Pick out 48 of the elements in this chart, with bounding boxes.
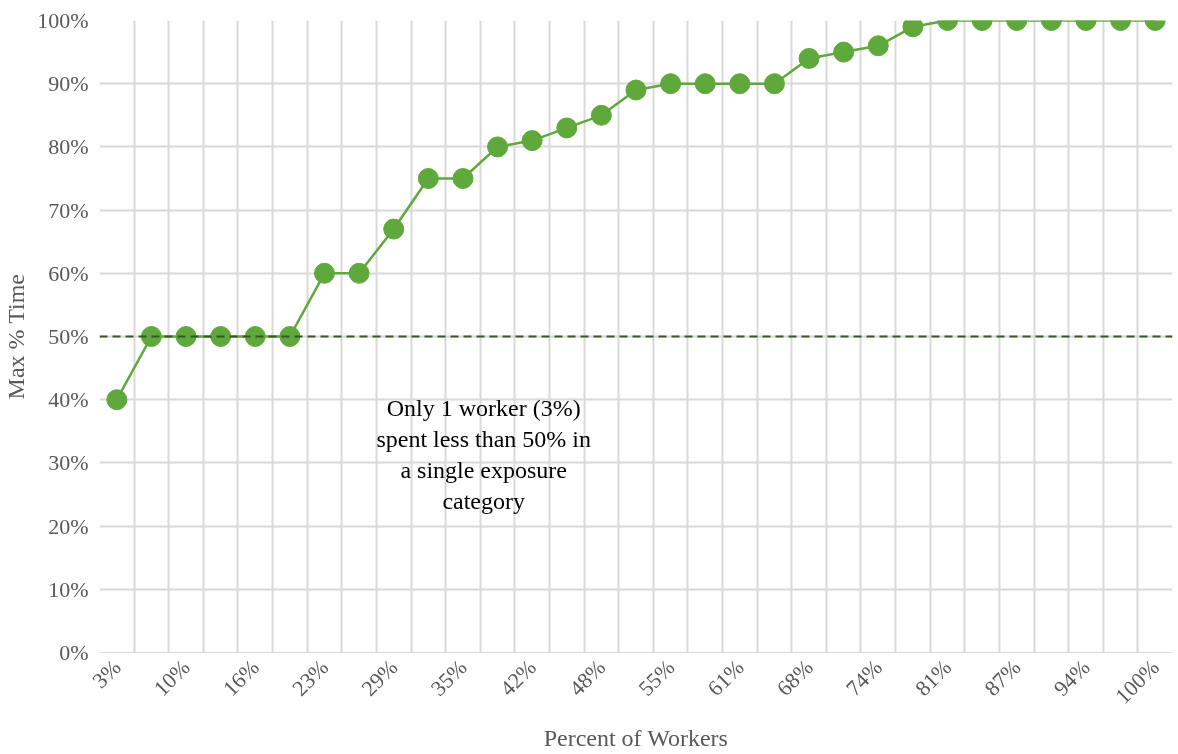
point bbox=[556, 117, 578, 139]
point bbox=[590, 104, 612, 126]
x-tick-label: 55% bbox=[633, 654, 680, 701]
annotation: Only 1 worker (3%) spent less than 50% in a single exposure category bbox=[376, 394, 592, 515]
y-tick-label: 30% bbox=[48, 450, 89, 476]
y-tick-label: 50% bbox=[48, 324, 89, 349]
point bbox=[383, 218, 405, 240]
point bbox=[313, 262, 335, 284]
y-tick-label: 80% bbox=[48, 134, 89, 160]
point bbox=[833, 41, 855, 63]
x-tick-label: 29% bbox=[356, 654, 403, 701]
point bbox=[729, 73, 751, 95]
point bbox=[521, 130, 543, 152]
x-tick-label: 35% bbox=[425, 654, 472, 701]
x-tick-label: 42% bbox=[494, 654, 541, 701]
x-tick-label: 94% bbox=[1048, 654, 1095, 701]
point bbox=[763, 73, 785, 95]
x-tick-label: 68% bbox=[771, 654, 818, 701]
y-tick-label: 70% bbox=[48, 197, 89, 223]
y-tick-label: 40% bbox=[48, 387, 89, 413]
x-tick-label: 74% bbox=[840, 654, 888, 701]
point bbox=[417, 168, 439, 189]
point bbox=[625, 79, 647, 101]
point bbox=[452, 168, 474, 189]
point bbox=[867, 35, 889, 57]
x-tick-label: 23% bbox=[287, 654, 334, 701]
y-tick-label: 90% bbox=[48, 71, 89, 97]
y-tick-label: 10% bbox=[48, 576, 89, 602]
point bbox=[348, 262, 370, 284]
y-axis-title: Max % Time bbox=[3, 274, 30, 400]
x-tick-label: 3% bbox=[87, 654, 126, 694]
point bbox=[694, 73, 716, 95]
x-axis-title: Percent of Workers bbox=[543, 725, 728, 752]
point bbox=[487, 136, 509, 158]
x-tick-label: 87% bbox=[979, 654, 1026, 701]
x-tick-label: 10% bbox=[148, 654, 195, 701]
point bbox=[798, 47, 820, 69]
point bbox=[660, 73, 682, 95]
y-tick-label: 20% bbox=[48, 513, 89, 539]
x-tick-label: 48% bbox=[564, 654, 611, 701]
y-tick-label: 0% bbox=[59, 640, 89, 665]
point bbox=[106, 389, 128, 411]
y-tick-label: 100% bbox=[37, 8, 89, 33]
x-tick-label: 81% bbox=[910, 654, 957, 701]
x-tick-label: 61% bbox=[702, 654, 749, 701]
x-tick-label: 16% bbox=[217, 654, 265, 701]
y-tick-label: 60% bbox=[48, 260, 89, 286]
point bbox=[210, 326, 232, 347]
